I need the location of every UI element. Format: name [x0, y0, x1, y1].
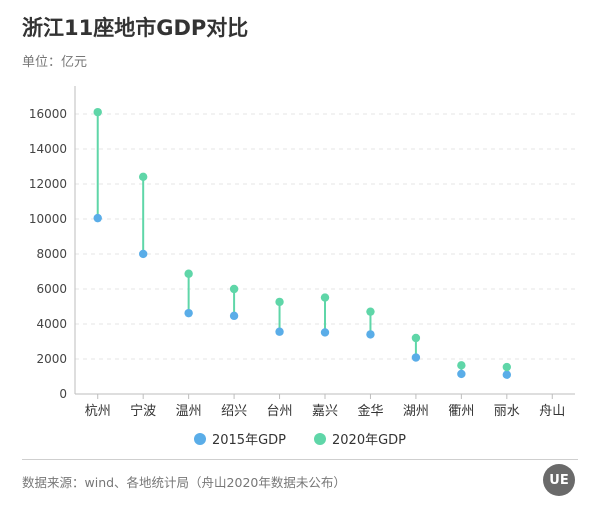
legend: 2015年GDP 2020年GDP: [0, 429, 600, 448]
point-2015: [138, 249, 148, 259]
point-2015: [366, 330, 375, 339]
point-2020: [184, 269, 193, 278]
point-2015: [320, 328, 330, 337]
point-2020: [275, 297, 284, 307]
point-2015: [184, 308, 193, 318]
point-2020: [366, 307, 375, 316]
y-tick-label: 14000: [29, 142, 67, 156]
x-tick-label: 舟山: [539, 404, 565, 419]
x-tick-label: 温州: [176, 404, 202, 419]
point-2020: [502, 362, 512, 372]
y-tick-label: 8000: [36, 247, 67, 261]
x-tick-label: 绍兴: [221, 404, 247, 419]
x-tick-label: 湖州: [403, 404, 429, 419]
y-tick-label: 2000: [36, 352, 67, 366]
point-2015: [93, 213, 102, 223]
x-tick-label: 宁波: [130, 403, 156, 419]
point-2020: [93, 107, 102, 117]
legend-item-2015: 2015年GDP: [193, 429, 286, 448]
point-2015: [457, 369, 466, 379]
brand-logo: UE: [543, 464, 575, 496]
x-tick-label: 丽水: [494, 404, 520, 419]
x-tick-label: 衢州: [448, 404, 474, 419]
y-tick-label: 16000: [29, 107, 67, 121]
point-2015: [502, 370, 512, 379]
point-2020: [457, 361, 466, 370]
point-2020: [138, 172, 148, 182]
y-tick-label: 12000: [29, 177, 67, 191]
footer-divider: [22, 459, 578, 460]
point-2020: [320, 293, 330, 302]
point-2020: [229, 284, 239, 294]
point-2015: [275, 327, 284, 336]
x-tick-label: 嘉兴: [312, 404, 338, 419]
x-tick-label: 金华: [357, 403, 383, 419]
y-tick-label: 6000: [36, 282, 67, 296]
legend-item-2020: 2020年GDP: [314, 429, 406, 448]
chart-subtitle: 单位：亿元: [22, 55, 88, 70]
point-2015: [229, 311, 239, 321]
x-tick-label: 杭州: [85, 404, 111, 419]
legend-swatch-2015: [193, 432, 206, 445]
y-tick-label: 10000: [29, 212, 67, 226]
legend-swatch-2020: [314, 432, 326, 445]
y-tick-label: 4000: [36, 317, 67, 331]
x-tick-label: 台州: [267, 404, 293, 419]
data-source-note: 数据来源：wind、各地统计局（舟山2020年数据未公布）: [22, 475, 346, 490]
legend-label-2020: 2020年GDP: [332, 433, 407, 448]
dumbbell-chart: 0 2000 4000 6000 8000 10000 12000 14000 16000 杭州 宁…: [29, 86, 575, 419]
y-tick-label: 0: [59, 387, 67, 401]
point-2020: [411, 333, 421, 343]
chart-title: 浙江11座地市GDP对比: [22, 16, 249, 40]
point-2015: [411, 353, 421, 362]
legend-label-2015: 2015年GDP: [211, 433, 286, 448]
